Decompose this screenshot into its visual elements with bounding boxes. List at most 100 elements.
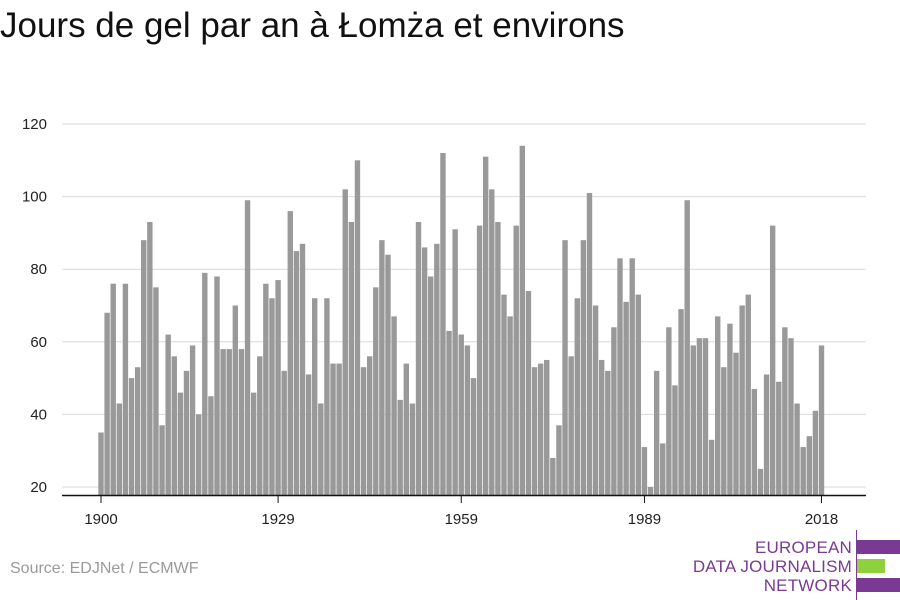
bar-1970 <box>525 290 532 495</box>
bar-1981 <box>592 305 599 495</box>
bar-1990 <box>647 487 654 495</box>
bar-1920 <box>220 349 226 495</box>
bar-1963 <box>482 156 489 496</box>
bar-1983 <box>605 370 611 495</box>
bar-1931 <box>287 211 293 495</box>
bar-1918 <box>208 396 214 495</box>
bar-1932 <box>293 251 300 495</box>
bar-1952 <box>415 222 422 495</box>
logo-bar-purple-bottom <box>857 578 900 592</box>
bar-2013 <box>788 338 794 495</box>
bar-1985 <box>617 258 623 495</box>
x-tick-label: 2018 <box>805 511 838 528</box>
y-tick-label: 100 <box>22 189 47 206</box>
bar-1926 <box>257 356 263 495</box>
bar-1987 <box>629 258 635 495</box>
bar-2016 <box>806 436 812 495</box>
bar-1953 <box>421 247 428 495</box>
bar-1904 <box>122 283 129 495</box>
bar-1968 <box>513 225 519 495</box>
bar-1902 <box>110 283 116 495</box>
bar-2017 <box>812 410 819 495</box>
bar-1924 <box>244 200 251 496</box>
bar-1992 <box>660 443 666 495</box>
y-axis-ticks: 20 40 60 80 100 120 <box>22 116 47 496</box>
bar-1928 <box>269 298 275 495</box>
bar-1991 <box>653 370 660 495</box>
bars <box>98 145 825 496</box>
bar-1916 <box>196 414 202 495</box>
logo-line-3: NETWORK <box>763 576 852 595</box>
bar-1903 <box>116 403 123 495</box>
chart-title: Jours de gel par an à Łomża et environs <box>0 6 625 45</box>
bar-1949 <box>397 399 403 495</box>
bar-1922 <box>232 305 239 495</box>
bar-2002 <box>721 367 727 495</box>
bar-1995 <box>678 309 684 495</box>
bar-1957 <box>446 330 452 495</box>
bar-1959 <box>458 334 464 495</box>
bar-1994 <box>672 385 678 495</box>
bar-1930 <box>281 370 287 495</box>
bar-1986 <box>623 301 629 495</box>
bar-1919 <box>214 276 220 495</box>
bar-2001 <box>715 316 721 495</box>
y-tick-label: 20 <box>30 479 47 496</box>
logo-bar-purple-top <box>857 540 900 554</box>
bar-2000 <box>708 439 715 495</box>
x-tick-label: 1959 <box>445 511 478 528</box>
bar-1905 <box>128 378 135 495</box>
x-tick-label: 1929 <box>261 511 294 528</box>
bar-1967 <box>507 316 513 495</box>
logo-line-1: EUROPEAN <box>754 538 852 557</box>
bar-1937 <box>324 298 330 495</box>
bar-1925 <box>250 392 257 495</box>
bar-1941 <box>348 222 355 495</box>
bar-1988 <box>635 294 642 495</box>
bar-2010 <box>769 225 776 495</box>
bar-1979 <box>580 240 587 495</box>
bar-1935 <box>312 298 318 495</box>
bar-2003 <box>727 323 733 495</box>
bar-1933 <box>299 243 306 495</box>
logo-line-2: DATA JOURNALISM <box>692 557 852 576</box>
source-note: Source: EDJNet / ECMWF <box>10 560 199 577</box>
bar-1982 <box>598 359 605 495</box>
bar-1965 <box>495 222 501 495</box>
bar-1929 <box>275 280 281 495</box>
bar-2015 <box>800 447 806 495</box>
bar-1900 <box>98 432 104 495</box>
bar-1969 <box>519 145 526 495</box>
bar-1999 <box>702 338 709 495</box>
bar-1944 <box>366 356 373 495</box>
bar-1912 <box>171 356 177 495</box>
bar-1915 <box>189 345 196 495</box>
bar-2005 <box>739 305 745 495</box>
bar-1938 <box>330 363 336 495</box>
bar-chart: 20 40 60 80 100 120 1900 1929 1959 1989 2018 <box>22 116 866 528</box>
bar-1951 <box>409 403 416 495</box>
bar-1909 <box>153 287 159 495</box>
bar-1943 <box>360 367 367 495</box>
bar-1966 <box>501 294 507 495</box>
bar-1996 <box>684 200 690 496</box>
bar-1921 <box>226 349 232 495</box>
bar-1911 <box>165 334 171 495</box>
bar-1908 <box>147 222 153 495</box>
bar-2008 <box>757 468 764 495</box>
bar-1946 <box>379 240 385 495</box>
bar-1942 <box>354 160 361 496</box>
bar-1954 <box>428 276 434 495</box>
bar-1906 <box>134 367 141 495</box>
bar-2004 <box>733 352 739 495</box>
bar-1945 <box>373 287 379 495</box>
bar-1955 <box>434 243 440 495</box>
bar-1950 <box>403 363 409 495</box>
logo-bar-green <box>857 559 885 573</box>
x-axis-ticks: 1900 1929 1959 1989 2018 <box>84 496 838 528</box>
bar-2006 <box>745 294 751 495</box>
bar-2018 <box>818 345 825 495</box>
bar-1936 <box>318 403 324 495</box>
y-tick-label: 60 <box>30 334 47 351</box>
bar-1917 <box>202 272 208 495</box>
